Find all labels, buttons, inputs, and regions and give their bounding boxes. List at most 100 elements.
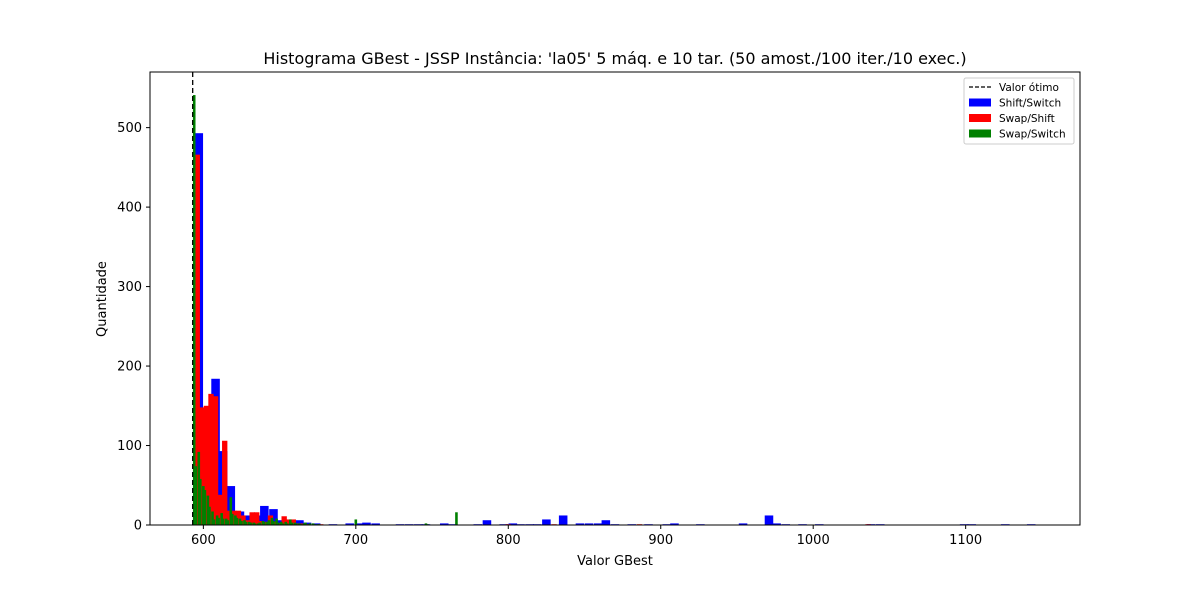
chart-title: Histograma GBest - JSSP Instância: 'la05… [263,49,966,68]
series-swap-shift [194,154,871,525]
bar [298,523,301,525]
bar [212,396,219,525]
bar [260,505,269,525]
bar [261,521,265,525]
bar [244,520,251,525]
bar [211,511,214,525]
bar [231,513,234,525]
legend-label: Shift/Switch [999,98,1061,110]
series-shift-switch [194,133,1036,525]
bar [267,515,274,525]
bar [286,519,292,525]
y-tick-label: 0 [134,519,142,534]
bar [263,521,269,525]
bar [738,523,748,525]
bar [254,512,260,525]
bar [362,522,371,525]
bar [295,523,301,525]
y-axis-label: Quantidade [95,261,110,337]
bar [269,509,278,525]
bar [231,510,237,525]
bar [249,522,252,525]
bar [217,494,223,525]
bar [302,523,306,525]
bar [235,510,242,525]
bar [217,517,220,525]
y-tick-label: 300 [117,280,142,295]
bar [508,523,518,525]
bar [256,523,260,525]
legend-label: Swap/Switch [999,129,1066,141]
bar [270,517,274,525]
y-tick-label: 400 [117,201,142,216]
x-tick-label: 700 [343,533,368,548]
bar [194,466,198,525]
bar [482,520,492,525]
bar [295,520,304,525]
bar [311,523,315,525]
bar [197,451,201,525]
bar [354,523,364,525]
bar [240,515,246,525]
bar [252,522,255,525]
bar [288,519,292,525]
bar [295,523,298,525]
series-swap-switch [192,95,458,526]
bar [244,521,248,525]
bar [258,521,264,525]
bar [221,518,225,525]
y-tick-label: 500 [117,121,142,136]
bar [276,522,280,525]
bar [192,95,196,526]
legend-box [963,77,1075,145]
bar [208,393,214,525]
bar [226,520,230,525]
x-axis-label: Valor GBest [577,554,653,569]
bar [455,512,458,525]
bar [772,523,781,525]
y-tick-label: 200 [117,360,142,375]
bar [249,512,255,525]
bar [276,523,283,525]
bar [290,522,294,525]
bar [226,510,232,525]
bar [203,405,210,525]
bar [281,516,287,525]
bar [575,523,585,525]
plot-area [192,72,1036,526]
bar [293,522,297,525]
y-tick-label: 100 [117,439,142,454]
bar [272,521,275,525]
bar [275,518,278,525]
x-tick-label: 900 [648,533,673,548]
bar [311,523,321,525]
bar [222,440,228,525]
bar [764,515,774,525]
bar [302,522,312,525]
x-tick-label: 600 [191,533,216,548]
bar [424,523,428,525]
bar [558,515,568,525]
bar [263,521,266,525]
bar [593,523,603,525]
legend-patch [969,98,991,107]
bar [235,517,239,525]
bar [234,515,237,525]
bar [203,490,207,525]
bar [243,520,246,525]
bar [199,478,202,525]
x-tick-label: 800 [496,533,521,548]
bar [304,522,307,525]
bar [215,515,219,525]
bar [199,407,205,525]
plot-frame [149,71,1081,526]
bar [194,154,200,525]
bar [247,521,251,525]
bar [229,497,233,525]
bar [584,523,594,525]
bar [279,521,283,525]
legend-label: Swap/Shift [999,113,1055,125]
legend-patch [969,114,991,122]
